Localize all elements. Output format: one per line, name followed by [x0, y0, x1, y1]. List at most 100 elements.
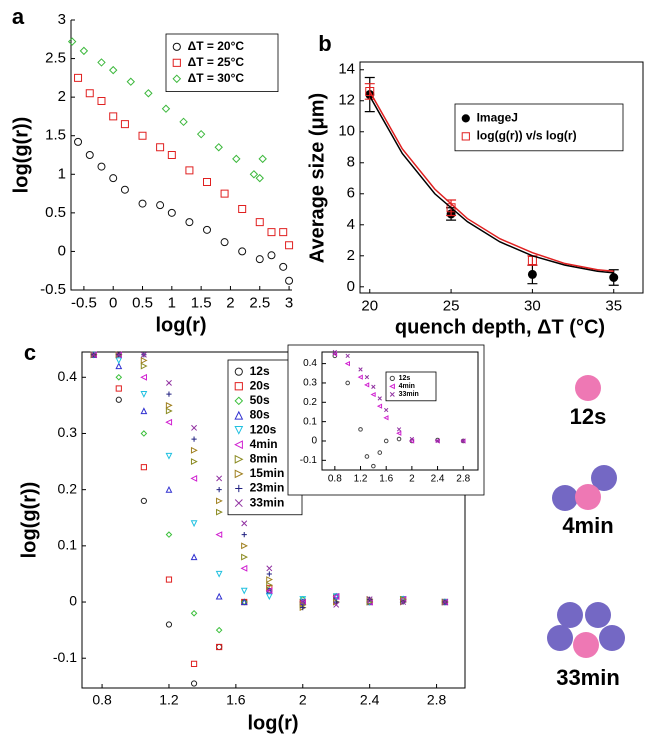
data-point: [409, 436, 415, 442]
schematic-label: 4min: [562, 513, 613, 538]
legend-marker: [234, 454, 244, 464]
data-point: [364, 382, 370, 388]
data-point: [165, 531, 173, 538]
data-point: [441, 599, 448, 605]
data-point: [165, 576, 173, 583]
legend-label: 33min: [399, 391, 419, 398]
particle: [552, 485, 578, 511]
x-tick-label: 1.6: [226, 691, 246, 707]
data-point: [396, 436, 402, 442]
x-tick-label: 2.4: [431, 474, 445, 485]
data-point: [74, 137, 83, 146]
legend-marker: [389, 391, 395, 397]
data-point: [165, 485, 173, 493]
data-point: [215, 592, 223, 600]
data-point: [299, 599, 306, 605]
data-point: [331, 351, 338, 357]
data-point: [396, 430, 402, 436]
legend-box: [454, 103, 624, 152]
legend-label: 4min: [399, 383, 415, 390]
data-point: [97, 58, 106, 67]
particle: [557, 602, 583, 628]
data-point: [140, 464, 147, 471]
legend-marker: [234, 440, 243, 450]
legend-label: 80s: [250, 408, 270, 422]
x-tick-label: 0.5: [132, 294, 153, 311]
y-tick-label: 0.1: [58, 537, 78, 553]
x-tick-label: 2: [226, 294, 234, 311]
data-point: [167, 151, 176, 159]
data-point: [215, 531, 223, 539]
data-point: [371, 463, 376, 469]
data-point: [120, 185, 129, 194]
particle: [599, 625, 625, 651]
panel-label: b: [318, 31, 331, 56]
data-point: [258, 154, 267, 164]
x-tick-label: 30: [524, 297, 541, 314]
data-point: [115, 351, 122, 358]
data-point: [364, 454, 370, 459]
y-tick-label: 4: [347, 216, 355, 233]
data-point: [279, 262, 288, 271]
data-point: [165, 452, 173, 460]
legend-marker: [234, 410, 244, 420]
x-tick-label: 0.8: [92, 691, 112, 707]
data-point: [165, 401, 173, 409]
data-point: [97, 97, 106, 105]
data-point: [365, 86, 375, 96]
data-point: [215, 626, 223, 634]
data-point: [190, 458, 198, 465]
data-point: [85, 89, 94, 98]
x-tick-label: 20: [361, 297, 378, 314]
data-point: [435, 438, 440, 444]
legend-label: 50s: [250, 393, 270, 407]
data-point: [140, 373, 147, 381]
data-point: [266, 565, 273, 572]
data-point: [67, 37, 77, 46]
data-point: [300, 605, 306, 611]
data-point: [255, 218, 264, 227]
plot-frame: [81, 351, 466, 689]
data-point: [408, 438, 415, 444]
legend-label: ΔT = 20°C: [188, 39, 245, 53]
data-point: [140, 497, 147, 504]
x-tick-label: 1.6: [379, 474, 393, 485]
data-point: [97, 162, 106, 171]
data-point: [196, 129, 206, 139]
y-tick-label: 8: [347, 154, 355, 171]
x-axis-label: log(r): [155, 314, 206, 336]
data-point: [165, 418, 173, 426]
data-point: [285, 276, 294, 285]
legend-marker: [234, 425, 244, 435]
x-tick-label: 2: [299, 691, 307, 707]
data-point: [238, 205, 247, 213]
data-point: [371, 384, 376, 389]
schematic-label: 12s: [570, 404, 607, 429]
data-point: [265, 587, 273, 595]
data-point: [115, 362, 123, 370]
x-tick-label: 25: [443, 297, 460, 314]
y-tick-label: -0.1: [53, 649, 77, 665]
data-point: [185, 218, 194, 227]
x-tick-label: 1: [168, 294, 176, 311]
data-point: [370, 391, 376, 398]
data-point: [74, 73, 83, 82]
y-tick-label: 0: [347, 278, 355, 295]
data-point: [165, 407, 173, 415]
data-point: [241, 532, 247, 538]
data-point: [364, 374, 370, 380]
legend-label: ΔT = 25°C: [188, 55, 245, 69]
data-point: [285, 241, 294, 250]
data-point: [190, 446, 198, 454]
x-tick-label: 1.2: [354, 474, 368, 485]
y-tick-label: 0.2: [58, 480, 78, 496]
data-point: [140, 391, 148, 398]
data-point: [396, 427, 402, 432]
y-tick-label: 0: [311, 436, 317, 447]
data-point: [120, 120, 129, 129]
data-point: [156, 201, 165, 210]
data-point: [216, 508, 223, 516]
data-point: [241, 542, 248, 550]
data-point: [266, 576, 274, 583]
legend-label: 23min: [250, 481, 285, 495]
